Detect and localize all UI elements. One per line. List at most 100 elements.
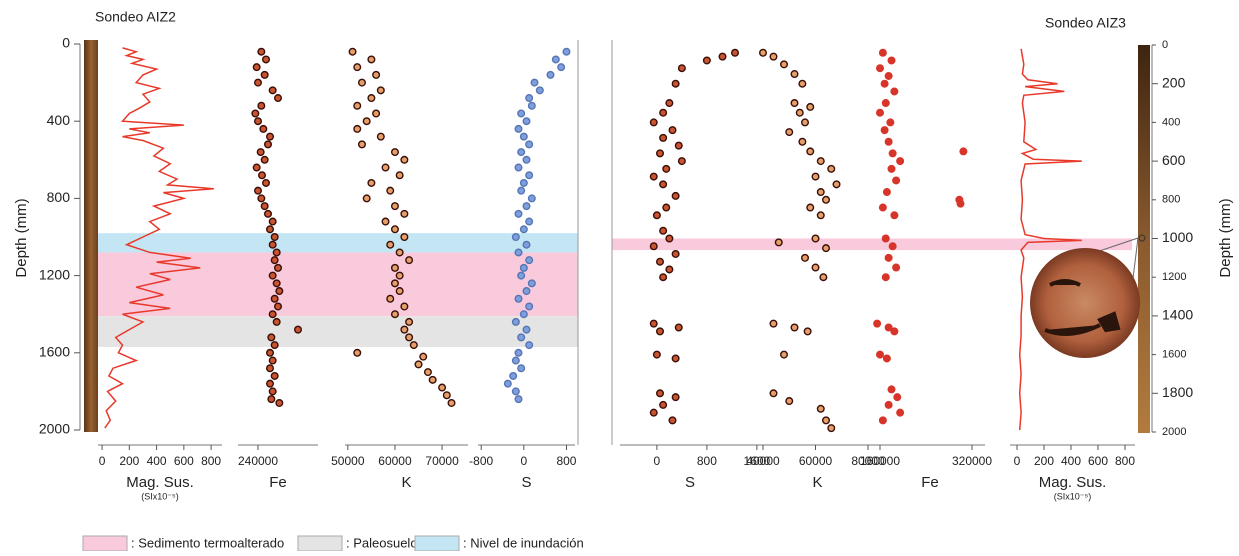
x-tick-label: 600 bbox=[174, 454, 194, 468]
data-point bbox=[671, 191, 680, 200]
data-point bbox=[405, 317, 414, 326]
data-point bbox=[348, 47, 357, 56]
data-point bbox=[649, 172, 658, 181]
data-point bbox=[447, 398, 456, 407]
x-tick-label: 800 bbox=[697, 454, 717, 468]
data-point bbox=[884, 71, 893, 80]
legend-swatch bbox=[414, 535, 460, 552]
data-point bbox=[801, 253, 810, 262]
data-point bbox=[896, 408, 905, 417]
x-axis-label: Fe bbox=[269, 474, 287, 491]
band bbox=[98, 233, 578, 253]
data-point bbox=[267, 333, 276, 342]
x-tick-label: -800 bbox=[469, 454, 493, 468]
core-photo bbox=[1030, 248, 1140, 358]
data-point bbox=[252, 63, 261, 72]
zoom-marker bbox=[1138, 234, 1146, 242]
data-point bbox=[274, 263, 283, 272]
data-point bbox=[270, 341, 279, 350]
bands bbox=[98, 233, 1132, 348]
core-image bbox=[1138, 45, 1150, 433]
data-point bbox=[525, 302, 534, 311]
data-point bbox=[671, 79, 680, 88]
data-point bbox=[257, 194, 266, 203]
data-point bbox=[400, 155, 409, 164]
data-point bbox=[806, 102, 815, 111]
data-point bbox=[892, 176, 901, 185]
data-point bbox=[367, 94, 376, 103]
data-point bbox=[956, 199, 965, 208]
x-axis-sublabel: (SIx10⁻⁵) bbox=[141, 491, 179, 501]
data-point bbox=[514, 348, 523, 357]
data-point bbox=[274, 302, 283, 311]
data-point bbox=[294, 325, 303, 334]
data-point bbox=[527, 194, 536, 203]
data-point bbox=[652, 211, 661, 220]
data-point bbox=[671, 249, 680, 258]
x-tick-label: 0 bbox=[1014, 454, 1021, 468]
y-tick-label: 600 bbox=[1162, 152, 1186, 168]
x-axis-label: S bbox=[685, 474, 695, 491]
data-point bbox=[270, 256, 279, 265]
data-point bbox=[260, 202, 269, 211]
data-point bbox=[514, 124, 523, 133]
y-tick-label: 1600 bbox=[1162, 349, 1186, 361]
data-point bbox=[890, 87, 899, 96]
data-point bbox=[811, 263, 820, 272]
y-tick-label: 200 bbox=[1162, 74, 1186, 90]
data-point bbox=[268, 240, 277, 249]
data-point bbox=[517, 148, 526, 157]
data-point bbox=[674, 323, 683, 332]
data-point bbox=[260, 70, 269, 79]
data-point bbox=[649, 242, 658, 251]
data-point bbox=[816, 188, 825, 197]
data-point bbox=[272, 279, 281, 288]
data-point bbox=[511, 317, 520, 326]
data-point bbox=[514, 248, 523, 257]
data-point bbox=[395, 248, 404, 257]
data-point bbox=[367, 178, 376, 187]
data-point bbox=[662, 203, 671, 212]
x-tick-label: 800 bbox=[201, 454, 221, 468]
data-point bbox=[514, 294, 523, 303]
data-point bbox=[822, 244, 831, 253]
data-point bbox=[668, 416, 677, 425]
x-tick-label: 400 bbox=[1061, 454, 1081, 468]
data-point bbox=[652, 350, 661, 359]
data-point bbox=[522, 155, 531, 164]
data-point bbox=[769, 52, 778, 61]
data-point bbox=[801, 118, 810, 127]
y-tick-label: 400 bbox=[1162, 116, 1180, 128]
data-point bbox=[268, 310, 277, 319]
data-point bbox=[884, 253, 893, 262]
data-point bbox=[390, 310, 399, 319]
data-point bbox=[959, 147, 968, 156]
data-point bbox=[519, 225, 528, 234]
x-tick-label: 320000 bbox=[952, 454, 992, 468]
data-point bbox=[386, 294, 395, 303]
x-axis-label: Mag. Sus. bbox=[126, 474, 194, 491]
data-point bbox=[270, 371, 279, 380]
data-point bbox=[832, 180, 841, 189]
data-point bbox=[887, 385, 896, 394]
data-point bbox=[819, 273, 828, 282]
data-point bbox=[376, 86, 385, 95]
x-tick-label: 600 bbox=[1088, 454, 1108, 468]
data-point bbox=[790, 70, 799, 79]
data-point bbox=[517, 364, 526, 373]
data-point bbox=[381, 217, 390, 226]
data-point bbox=[546, 70, 555, 79]
x-axis-label: Fe bbox=[921, 474, 939, 491]
data-point bbox=[251, 109, 260, 118]
data-point bbox=[881, 99, 890, 108]
data-point bbox=[519, 132, 528, 141]
x-tick-label: 1600 bbox=[744, 454, 771, 468]
data-point bbox=[665, 265, 674, 274]
data-point bbox=[671, 354, 680, 363]
data-point bbox=[511, 356, 520, 365]
data-point bbox=[423, 368, 432, 377]
data-point bbox=[659, 180, 668, 189]
data-point bbox=[376, 132, 385, 141]
data-point bbox=[386, 186, 395, 195]
